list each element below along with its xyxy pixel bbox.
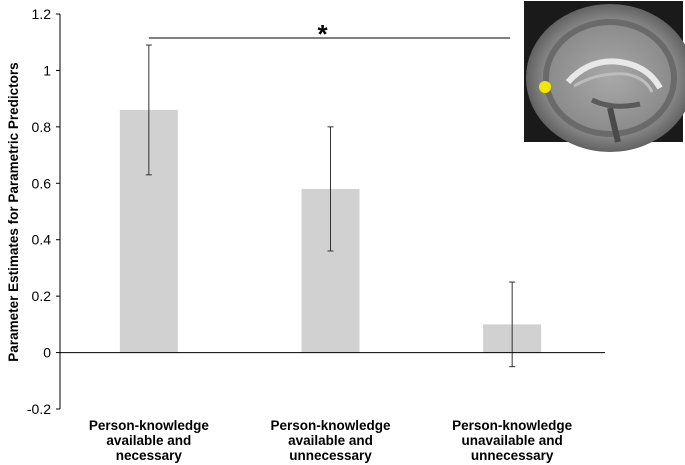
y-axis-label: Parameter Estimates for Parametric Predi… (6, 62, 21, 361)
error-bars-group (145, 44, 516, 368)
category-label-1: Person-knowledge available and necessary (89, 418, 210, 463)
activation-dot-icon (539, 81, 551, 93)
y-tick-label: 0.8 (32, 119, 52, 135)
brain-inset-image (524, 1, 685, 152)
category-label-line: available and (288, 433, 373, 448)
y-tick-label: 1.2 (32, 6, 52, 22)
y-tick-label: 0.4 (32, 232, 52, 248)
category-label-3: Person-knowledge unavailable and unnecessa… (452, 418, 573, 463)
category-label-line: Person-knowledge (270, 418, 391, 433)
y-tick-label: -0.2 (27, 401, 51, 417)
category-label-line: available and (106, 433, 191, 448)
significance-group: * (148, 19, 511, 49)
category-labels-group: Person-knowledge available and necessaryPe… (89, 418, 573, 463)
y-tick-label: 1 (43, 62, 51, 78)
category-label-line: unavailable and (462, 433, 563, 448)
category-label-line: Person-knowledge (89, 418, 210, 433)
category-label-line: necessary (116, 448, 183, 463)
y-tick-label: 0.6 (32, 175, 52, 191)
y-tick-label: 0 (43, 345, 51, 361)
axes-group (59, 14, 605, 409)
category-label-line: Person-knowledge (452, 418, 573, 433)
category-label-line: unnecessary (471, 448, 554, 463)
significance-marker: * (317, 19, 328, 49)
category-label-line: unnecessary (289, 448, 372, 463)
y-ticks-group: -0.2 0 0.2 0.4 0.6 0.8 1 1.2 (27, 6, 60, 417)
category-label-2: Person-knowledge available and unnecessary (270, 418, 391, 463)
y-tick-label: 0.2 (32, 288, 52, 304)
